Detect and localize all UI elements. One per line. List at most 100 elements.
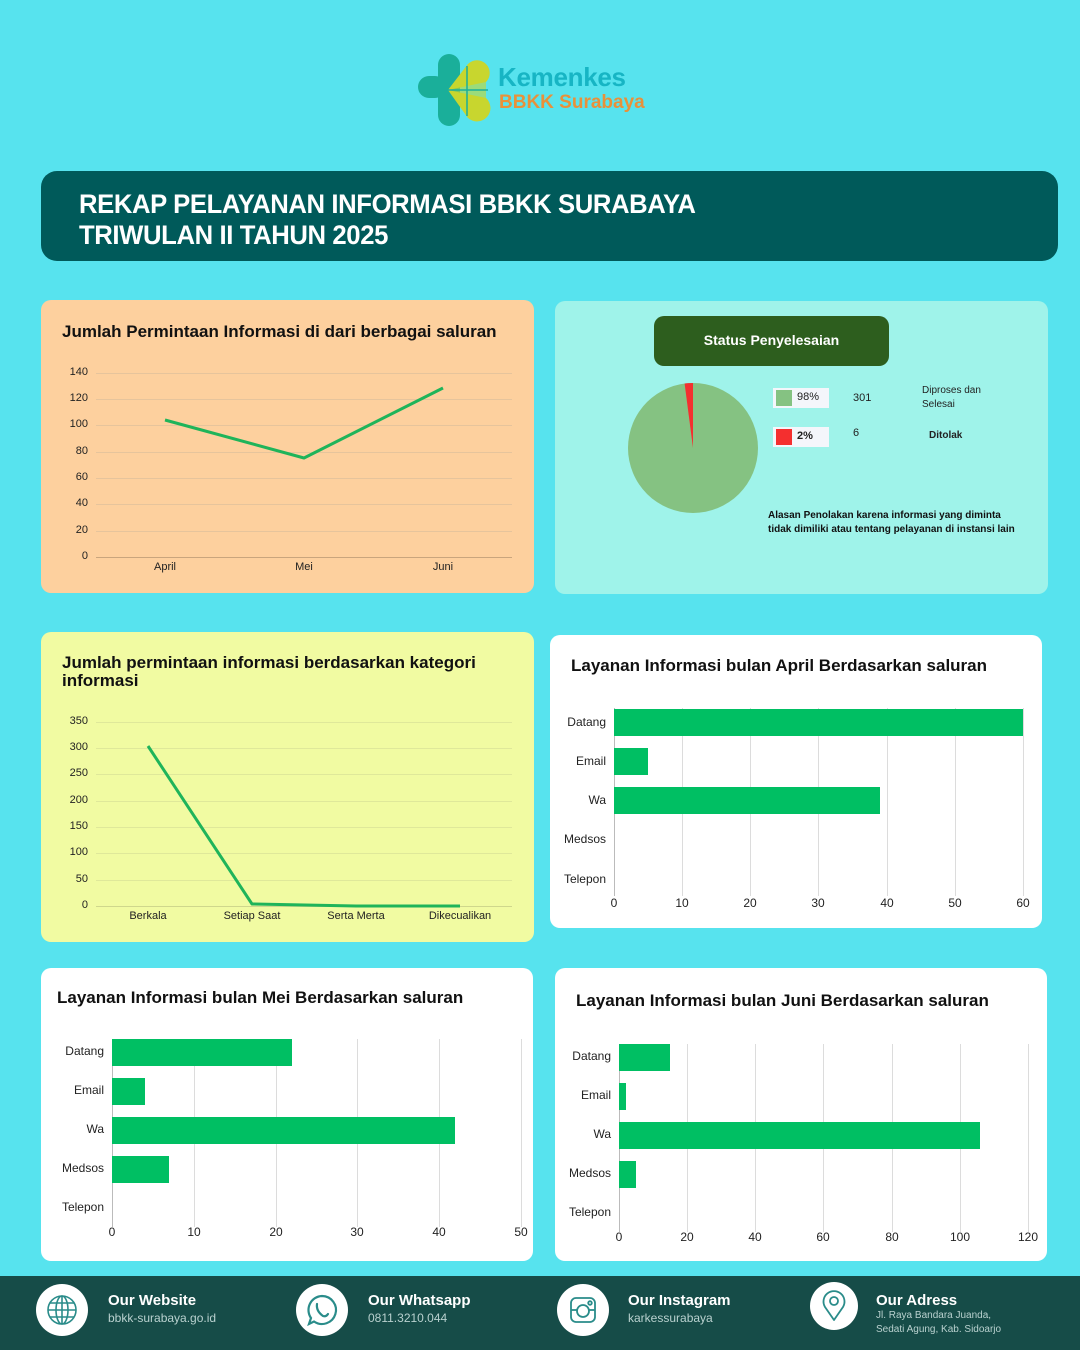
x-tick: 50 [948, 896, 962, 910]
legend-item-rejected: 2% [773, 427, 829, 447]
x-tick: Mei [295, 561, 313, 573]
x-tick: 40 [748, 1230, 762, 1244]
count-rejected: 6 [853, 427, 860, 439]
chart-title: Jumlah Permintaan Informasi di dari berb… [62, 322, 497, 341]
x-tick: April [153, 561, 176, 573]
x-tick: 50 [514, 1225, 528, 1239]
y-tick: 100 [69, 418, 88, 430]
y-tick: 80 [75, 445, 88, 457]
y-tick: 0 [81, 899, 88, 911]
x-tick: 30 [811, 896, 825, 910]
chart-title: Jumlah permintaan informasi berdasarkan … [62, 653, 476, 690]
y-tick: 200 [69, 794, 88, 806]
footer-title: Our Adress [876, 1292, 958, 1309]
footer-title: Our Instagram [628, 1292, 731, 1309]
x-tick: 10 [675, 896, 689, 910]
logo-name: Kemenkes [498, 62, 626, 92]
bar-datang [614, 709, 1023, 736]
rejection-note: Alasan Penolakan karena informasi yang d… [768, 510, 1015, 535]
x-tick: 40 [880, 896, 894, 910]
x-tick: 0 [610, 896, 618, 910]
contact-footer: Our Website bbkk-surabaya.go.id Our What… [0, 1276, 1080, 1350]
bar-email [614, 748, 648, 775]
y-category-label: Datang [572, 1049, 611, 1063]
bar-datang [619, 1044, 670, 1071]
x-tick: 30 [350, 1225, 364, 1239]
pie-chart-status [628, 382, 758, 513]
x-tick: 20 [743, 896, 757, 910]
x-tick: 60 [816, 1230, 830, 1244]
x-tick: Berkala [129, 910, 167, 922]
category-requests-chart-card: Jumlah permintaan informasi berdasarkan … [41, 632, 534, 942]
x-tick: Serta Merta [327, 910, 385, 922]
location-pin-icon [810, 1282, 858, 1330]
y-tick: 120 [69, 392, 88, 404]
x-tick: 20 [680, 1230, 694, 1244]
label-rejected: Ditolak [929, 430, 963, 441]
instagram-handle[interactable]: karkessurabaya [628, 1311, 713, 1325]
address-line2: Sedati Agung, Kab. Sidoarjo [876, 1324, 1002, 1335]
juni-channel-chart-card: Layanan Informasi bulan Juni Berdasarkan… [555, 968, 1047, 1261]
kemenkes-logo: Kemenkes BBKK Surabaya [416, 52, 656, 128]
y-tick: 140 [69, 366, 88, 378]
y-tick: 50 [75, 873, 88, 885]
x-tick: 60 [1016, 896, 1030, 910]
legend-item-done: 98% [773, 388, 829, 408]
y-tick: 20 [75, 524, 88, 536]
x-tick: Setiap Saat [223, 910, 281, 922]
y-category-label: Datang [65, 1044, 104, 1058]
y-category-label: Medsos [568, 1166, 611, 1180]
line-series [146, 745, 460, 908]
chart-title: Layanan Informasi bulan Juni Berdasarkan… [576, 991, 989, 1010]
footer-whatsapp[interactable]: Our Whatsapp 0811.3210.044 [296, 1276, 536, 1350]
website-url[interactable]: bbkk-surabaya.go.id [108, 1311, 217, 1325]
whatsapp-icon [296, 1284, 348, 1336]
mei-channel-chart-card: Layanan Informasi bulan Mei Berdasarkan … [41, 968, 533, 1261]
page-title-banner: REKAP PELAYANAN INFORMASI BBKK SURABAYA … [41, 171, 1058, 261]
x-tick: Juni [432, 561, 454, 573]
y-category-label: Telepon [61, 1200, 104, 1214]
bar-medsos [619, 1161, 636, 1188]
status-title: Status Penyelesaian [654, 316, 889, 366]
bar-email [619, 1083, 626, 1110]
x-tick: 0 [615, 1230, 623, 1244]
bar-medsos [112, 1156, 169, 1183]
chart-title: Layanan Informasi bulan April Berdasarka… [571, 656, 988, 675]
legend-percent: 2% [797, 430, 813, 442]
page-title-line2: TRIWULAN II TAHUN 2025 [79, 220, 388, 250]
x-tick: 40 [432, 1225, 446, 1239]
label-done: Diproses dan Selesai [922, 385, 981, 410]
y-tick: 250 [69, 767, 88, 779]
kemenkes-flower-logo-icon [418, 54, 491, 126]
bar-wa [112, 1117, 455, 1144]
y-category-label: Wa [86, 1122, 104, 1136]
y-category-label: Email [73, 1083, 104, 1097]
x-tick: 0 [108, 1225, 116, 1239]
april-channel-chart-card: Layanan Informasi bulan April Berdasarka… [550, 635, 1042, 928]
globe-icon [36, 1284, 88, 1336]
footer-website[interactable]: Our Website bbkk-surabaya.go.id [36, 1276, 276, 1350]
y-tick: 100 [69, 846, 88, 858]
status-completion-card: Status Penyelesaian 98% 301 Diproses dan… [555, 301, 1048, 594]
bar-datang [112, 1039, 292, 1066]
line-series [164, 386, 444, 460]
y-category-label: Wa [588, 793, 606, 807]
footer-title: Our Website [108, 1292, 197, 1309]
count-done: 301 [853, 392, 872, 404]
y-category-label: Medsos [61, 1161, 104, 1175]
x-tick: 120 [1017, 1230, 1039, 1244]
x-tick: 100 [949, 1230, 971, 1244]
x-tick: 20 [269, 1225, 283, 1239]
y-category-label: Telepon [568, 1205, 611, 1219]
whatsapp-number[interactable]: 0811.3210.044 [368, 1311, 448, 1325]
chart-title: Layanan Informasi bulan Mei Berdasarkan … [57, 988, 464, 1007]
legend-swatch [776, 429, 792, 445]
address-line1: Jl. Raya Bandara Juanda, [876, 1310, 992, 1321]
logo-subname: BBKK Surabaya [499, 92, 645, 113]
y-category-label: Email [575, 754, 606, 768]
y-tick: 350 [69, 715, 88, 727]
x-tick: Dikecualikan [428, 910, 492, 922]
footer-instagram[interactable]: Our Instagram karkessurabaya [557, 1276, 797, 1350]
bar-wa [614, 787, 880, 814]
footer-title: Our Whatsapp [368, 1292, 471, 1309]
